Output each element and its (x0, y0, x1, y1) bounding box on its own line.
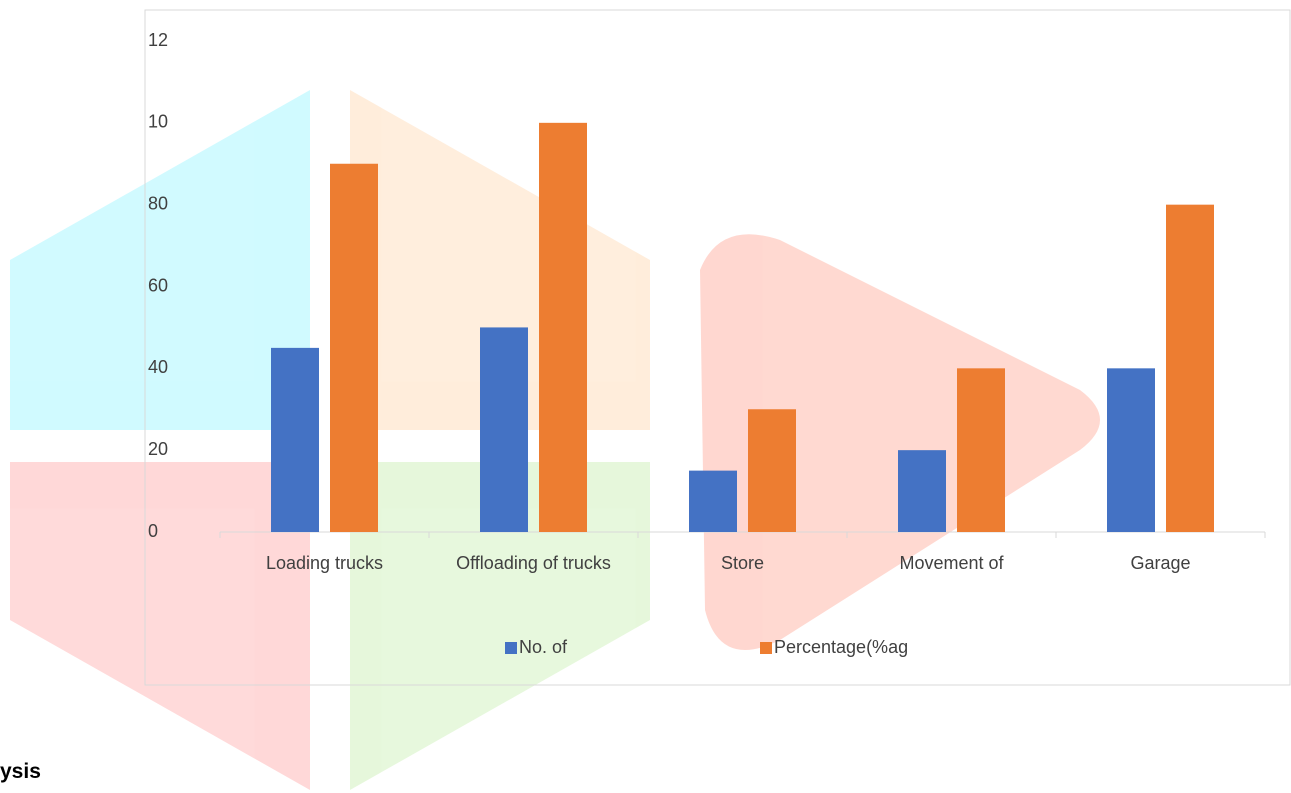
y-tick-label: 0 (148, 521, 158, 541)
y-tick-label: 80 (148, 193, 168, 213)
bar (1107, 368, 1155, 532)
bar (1166, 204, 1214, 532)
footer-text: ysis (0, 760, 41, 783)
x-tick-label: Offloading of trucks (456, 553, 611, 573)
bar (748, 409, 796, 532)
legend-swatch (505, 642, 517, 654)
y-tick-label: 12 (148, 30, 168, 50)
bar (271, 347, 319, 532)
y-tick-label: 60 (148, 275, 168, 295)
chart-frame (144, 9, 1291, 686)
bar (957, 368, 1005, 532)
y-tick-label: 20 (148, 439, 168, 459)
legend-label: No. of (519, 637, 568, 657)
x-tick-label: Movement of (899, 553, 1004, 573)
bar (689, 470, 737, 532)
bar (539, 122, 587, 532)
legend-swatch (760, 642, 772, 654)
x-tick-label: Loading trucks (266, 553, 383, 573)
x-tick-label: Garage (1130, 553, 1190, 573)
y-tick-label: 10 (148, 112, 168, 132)
x-tick-label: Store (721, 553, 764, 573)
bar (898, 450, 946, 532)
bar (480, 327, 528, 532)
y-tick-label: 40 (148, 357, 168, 377)
legend-label: Percentage(%ag (774, 637, 908, 657)
bar (330, 163, 378, 532)
